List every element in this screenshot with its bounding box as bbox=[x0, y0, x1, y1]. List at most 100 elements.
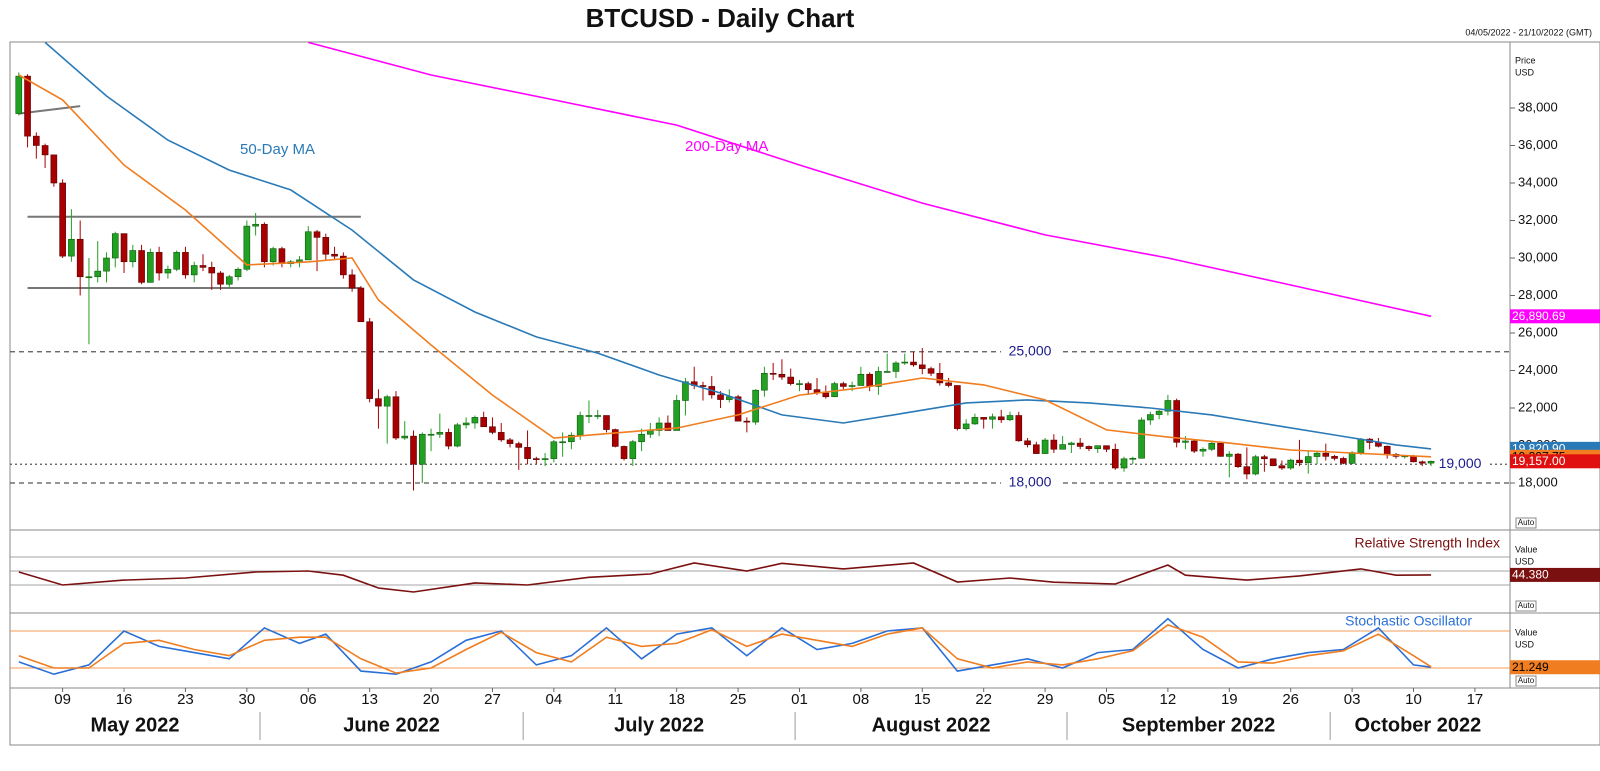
candle-body bbox=[1190, 440, 1198, 452]
candle-body bbox=[918, 364, 926, 369]
level-label: 18,000 bbox=[1009, 474, 1052, 490]
candle-body bbox=[743, 420, 751, 423]
candle-body bbox=[138, 250, 145, 283]
price-tag-label: 21.249 bbox=[1512, 660, 1549, 674]
candle-body bbox=[164, 268, 172, 274]
x-tick-label: 01 bbox=[791, 691, 808, 708]
candle-body bbox=[1015, 415, 1023, 442]
candle-body bbox=[936, 373, 944, 384]
series-line bbox=[44, 42, 1432, 450]
candle-body bbox=[1094, 445, 1102, 449]
candle-body bbox=[515, 443, 523, 448]
candle-body bbox=[875, 371, 882, 387]
series-line bbox=[18, 562, 1432, 593]
candle-body bbox=[445, 432, 452, 447]
auto-label[interactable]: Auto bbox=[1518, 676, 1535, 685]
candle-body bbox=[357, 287, 365, 323]
price-unit: USD bbox=[1515, 67, 1535, 77]
candle-body bbox=[497, 432, 505, 441]
candle-body bbox=[401, 435, 409, 439]
y-tick-label: 24,000 bbox=[1518, 362, 1558, 377]
candle-body bbox=[594, 415, 602, 417]
x-tick-label: 25 bbox=[730, 691, 747, 708]
candle-body bbox=[392, 396, 400, 439]
candle-body bbox=[1418, 461, 1426, 464]
price-tag bbox=[1510, 567, 1600, 582]
candle-body bbox=[1120, 458, 1128, 469]
candle-body bbox=[778, 373, 786, 378]
candle-body bbox=[489, 426, 496, 433]
month-label: July 2022 bbox=[614, 714, 704, 736]
candle-body bbox=[866, 373, 873, 387]
candle-body bbox=[568, 434, 575, 443]
candle-body bbox=[15, 75, 23, 114]
candle-body bbox=[857, 373, 865, 386]
x-tick-label: 10 bbox=[1405, 691, 1422, 708]
candle-body bbox=[436, 432, 444, 435]
auto-button[interactable]: Auto bbox=[1515, 517, 1537, 529]
candle-body bbox=[199, 265, 207, 268]
candle-body bbox=[1138, 419, 1145, 459]
candle-body bbox=[1313, 452, 1321, 457]
candle-body bbox=[611, 429, 619, 447]
y-tick-label: 32,000 bbox=[1518, 212, 1558, 227]
level-label-bg bbox=[1431, 456, 1489, 473]
candle-body bbox=[541, 458, 549, 460]
series-label: 50-Day MA bbox=[240, 141, 315, 158]
candle-body bbox=[225, 276, 233, 285]
value-unit: USD bbox=[1515, 639, 1535, 649]
candle-body bbox=[111, 233, 119, 259]
candle-body bbox=[1059, 444, 1066, 450]
candle-body bbox=[638, 433, 645, 443]
x-tick-label: 12 bbox=[1160, 691, 1177, 708]
candle-body bbox=[410, 435, 417, 465]
plot-area bbox=[10, 617, 1510, 676]
candle-body bbox=[1287, 459, 1295, 469]
candle-body bbox=[375, 398, 382, 407]
candle-body bbox=[366, 321, 373, 399]
candle-body bbox=[480, 417, 487, 428]
auto-button[interactable]: Auto bbox=[1515, 675, 1537, 687]
auto-button[interactable]: Auto bbox=[1515, 600, 1537, 612]
x-tick-label: 19 bbox=[1221, 691, 1238, 708]
auto-label[interactable]: Auto bbox=[1518, 518, 1535, 527]
y-tick-label: 26,000 bbox=[1518, 324, 1558, 339]
candle-body bbox=[1331, 456, 1338, 459]
candle-body bbox=[1217, 442, 1224, 457]
chart-title: BTCUSD - Daily Chart bbox=[586, 3, 855, 33]
candle-body bbox=[804, 383, 812, 390]
candle-body bbox=[261, 223, 268, 263]
x-tick-label: 30 bbox=[238, 691, 255, 708]
candle-body bbox=[1225, 453, 1233, 457]
candle-body bbox=[769, 373, 777, 375]
x-tick-label: 04 bbox=[546, 691, 563, 708]
price-tag-label: 44.380 bbox=[1512, 568, 1549, 582]
candle-body bbox=[383, 396, 391, 407]
candle-body bbox=[664, 422, 672, 431]
candle-body bbox=[41, 145, 49, 156]
candle-body bbox=[822, 392, 830, 398]
candle-body bbox=[550, 441, 558, 459]
auto-label[interactable]: Auto bbox=[1518, 601, 1535, 610]
price-tag-label: 19,157.00 bbox=[1512, 454, 1566, 468]
candle-body bbox=[120, 233, 128, 263]
y-tick-label: 30,000 bbox=[1518, 249, 1558, 264]
level-label: 19,000 bbox=[1439, 455, 1482, 471]
candle-body bbox=[278, 248, 286, 264]
date-range: 04/05/2022 - 21/10/2022 (GMT) bbox=[1465, 27, 1592, 37]
x-tick-label: 09 bbox=[54, 691, 71, 708]
candle-body bbox=[954, 385, 961, 429]
candle-body bbox=[1164, 400, 1172, 412]
candle-body bbox=[1155, 410, 1163, 415]
candle-body bbox=[50, 154, 58, 184]
candle-body bbox=[1261, 456, 1268, 460]
candle-body bbox=[1041, 439, 1049, 454]
candle-body bbox=[559, 441, 566, 444]
rsi-title: Relative Strength Index bbox=[1354, 535, 1500, 551]
x-tick-label: 22 bbox=[975, 691, 992, 708]
candle-body bbox=[524, 447, 531, 459]
series-line bbox=[18, 74, 1432, 458]
x-tick-label: 03 bbox=[1344, 691, 1361, 708]
candle-body bbox=[883, 371, 891, 373]
